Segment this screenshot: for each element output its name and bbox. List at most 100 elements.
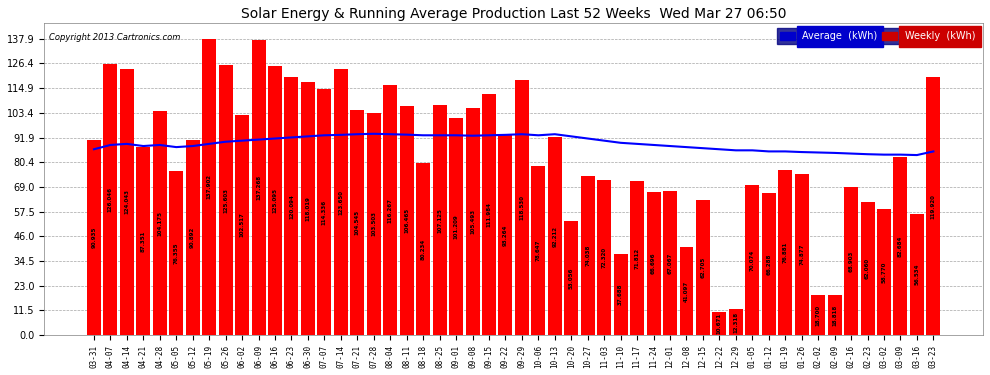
Text: 66.696: 66.696: [651, 253, 656, 274]
Title: Solar Energy & Running Average Production Last 52 Weeks  Wed Mar 27 06:50: Solar Energy & Running Average Productio…: [241, 7, 786, 21]
Text: 125.095: 125.095: [272, 188, 277, 213]
Bar: [927, 77, 940, 335]
Bar: [103, 64, 118, 335]
Text: 116.267: 116.267: [388, 198, 393, 223]
Text: 104.545: 104.545: [354, 210, 359, 236]
Bar: [745, 184, 759, 335]
Text: 68.903: 68.903: [848, 251, 853, 272]
Bar: [597, 180, 611, 335]
Text: 41.097: 41.097: [684, 280, 689, 302]
Bar: [400, 106, 414, 335]
Bar: [663, 191, 677, 335]
Text: 90.892: 90.892: [190, 227, 195, 248]
Bar: [350, 111, 364, 335]
Bar: [877, 209, 891, 335]
Bar: [910, 214, 924, 335]
Text: 62.705: 62.705: [701, 257, 706, 278]
Bar: [120, 69, 134, 335]
Bar: [811, 295, 826, 335]
Text: 118.530: 118.530: [520, 195, 525, 220]
Bar: [761, 193, 776, 335]
Text: 102.517: 102.517: [240, 213, 245, 237]
Text: 66.288: 66.288: [766, 253, 771, 274]
Bar: [449, 118, 463, 335]
Text: 106.465: 106.465: [404, 208, 409, 233]
Text: 87.351: 87.351: [141, 231, 146, 252]
Text: 10.671: 10.671: [717, 313, 722, 334]
Text: 58.770: 58.770: [881, 261, 886, 283]
Bar: [219, 65, 233, 335]
Text: 56.534: 56.534: [915, 264, 920, 285]
Text: 125.603: 125.603: [223, 188, 228, 213]
Text: 92.212: 92.212: [552, 226, 557, 247]
Bar: [564, 221, 578, 335]
Text: 93.264: 93.264: [503, 224, 508, 246]
Bar: [251, 40, 265, 335]
Text: 126.046: 126.046: [108, 187, 113, 212]
Text: 118.019: 118.019: [306, 196, 311, 221]
Bar: [860, 202, 874, 335]
Text: 78.647: 78.647: [536, 240, 541, 261]
Text: 101.209: 101.209: [453, 214, 458, 239]
Bar: [828, 295, 842, 335]
Bar: [366, 113, 381, 335]
Bar: [465, 108, 479, 335]
Bar: [614, 254, 628, 335]
Bar: [235, 115, 249, 335]
Bar: [383, 85, 397, 335]
Bar: [416, 163, 430, 335]
Bar: [284, 77, 298, 335]
Text: 70.074: 70.074: [749, 249, 754, 270]
Legend: Average  (kWh), Weekly  (kWh): Average (kWh), Weekly (kWh): [777, 28, 978, 44]
Bar: [532, 166, 545, 335]
Bar: [515, 80, 529, 335]
Bar: [696, 200, 710, 335]
Text: 76.881: 76.881: [783, 242, 788, 263]
Text: 107.125: 107.125: [438, 208, 443, 232]
Bar: [630, 181, 644, 335]
Text: 104.175: 104.175: [157, 211, 162, 236]
Text: 111.984: 111.984: [486, 202, 491, 227]
Text: Copyright 2013 Cartronics.com: Copyright 2013 Cartronics.com: [49, 33, 180, 42]
Bar: [301, 81, 315, 335]
Text: 53.056: 53.056: [569, 267, 574, 289]
Text: 82.684: 82.684: [898, 236, 903, 257]
Bar: [581, 176, 595, 335]
Bar: [152, 111, 166, 335]
Bar: [334, 69, 347, 335]
Bar: [646, 192, 660, 335]
Bar: [268, 66, 282, 335]
Text: 80.234: 80.234: [421, 238, 426, 260]
Text: 119.920: 119.920: [931, 194, 936, 219]
Bar: [894, 158, 908, 335]
Text: 71.812: 71.812: [635, 248, 640, 268]
Bar: [547, 137, 561, 335]
Text: 105.493: 105.493: [470, 209, 475, 234]
Bar: [795, 174, 809, 335]
Bar: [433, 105, 446, 335]
Bar: [202, 39, 216, 335]
Text: 137.902: 137.902: [207, 174, 212, 200]
Text: 74.877: 74.877: [799, 244, 804, 266]
Bar: [482, 94, 496, 335]
Bar: [169, 171, 183, 335]
Text: 18.818: 18.818: [833, 304, 838, 326]
Text: 62.060: 62.060: [865, 258, 870, 279]
Text: 123.650: 123.650: [339, 190, 344, 215]
Text: 18.700: 18.700: [816, 304, 821, 326]
Bar: [186, 140, 200, 335]
Bar: [844, 187, 858, 335]
Text: 74.038: 74.038: [585, 245, 590, 266]
Text: 137.268: 137.268: [256, 175, 261, 200]
Text: 72.320: 72.320: [602, 247, 607, 268]
Text: 114.336: 114.336: [322, 200, 327, 225]
Bar: [87, 140, 101, 335]
Text: 90.935: 90.935: [91, 227, 96, 248]
Bar: [498, 135, 513, 335]
Text: 103.503: 103.503: [371, 211, 376, 237]
Text: 124.043: 124.043: [125, 189, 130, 214]
Text: 120.094: 120.094: [289, 194, 294, 219]
Bar: [679, 247, 693, 335]
Text: 76.355: 76.355: [174, 242, 179, 264]
Text: 12.318: 12.318: [734, 311, 739, 333]
